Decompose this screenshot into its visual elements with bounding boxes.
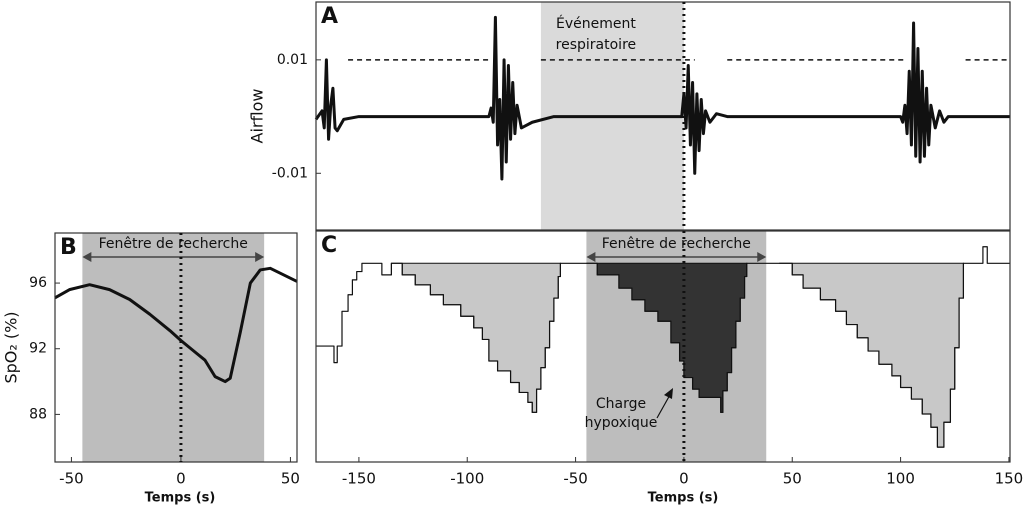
annotation: hypoxique [585, 415, 658, 431]
y-axis-label: SpO₂ (%) [2, 311, 21, 383]
arrow-head [757, 252, 767, 262]
x-tick-label: 0 [679, 470, 689, 488]
window-label: Fenêtre de recherche [602, 236, 751, 252]
window-shade [82, 233, 265, 462]
x-tick-label: -100 [450, 470, 484, 488]
y-axis-label: Airflow [248, 89, 267, 144]
arrow-head [664, 388, 673, 399]
y-tick-label: 88 [29, 406, 47, 422]
arrow-head [82, 252, 92, 262]
plot-frame [315, 1, 1011, 231]
plot-frame [54, 232, 298, 463]
data-line [54, 266, 298, 384]
data-line [316, 246, 1010, 448]
arrow-head [255, 252, 265, 262]
arrow-head [586, 252, 596, 262]
y-tick-label: 96 [29, 275, 47, 291]
y-tick-label: 0.01 [277, 52, 308, 68]
panel-label: A [321, 4, 338, 29]
x-tick-label: -50 [563, 470, 588, 488]
annotation: Charge [596, 396, 646, 412]
x-tick-label: 150 [995, 470, 1024, 488]
plot-frame [315, 230, 1011, 463]
x-axis-label: Temps (s) [648, 491, 719, 506]
x-tick-label: -50 [59, 470, 84, 488]
panel-label: C [321, 233, 337, 258]
event-label: Événement [556, 15, 636, 32]
data-line [314, 15, 1010, 181]
x-axis-label: Temps (s) [145, 491, 216, 506]
x-tick-label: 50 [783, 470, 802, 488]
panel-label: B [60, 235, 77, 260]
x-tick-label: -150 [342, 470, 376, 488]
x-tick-label: 100 [886, 470, 915, 488]
y-tick-label: 92 [29, 341, 47, 357]
window-label: Fenêtre de recherche [99, 236, 248, 252]
y-tick-label: -0.01 [272, 165, 308, 181]
x-tick-label: 0 [176, 470, 186, 488]
event-label: respiratoire [556, 37, 636, 53]
x-tick-label: 50 [281, 470, 300, 488]
